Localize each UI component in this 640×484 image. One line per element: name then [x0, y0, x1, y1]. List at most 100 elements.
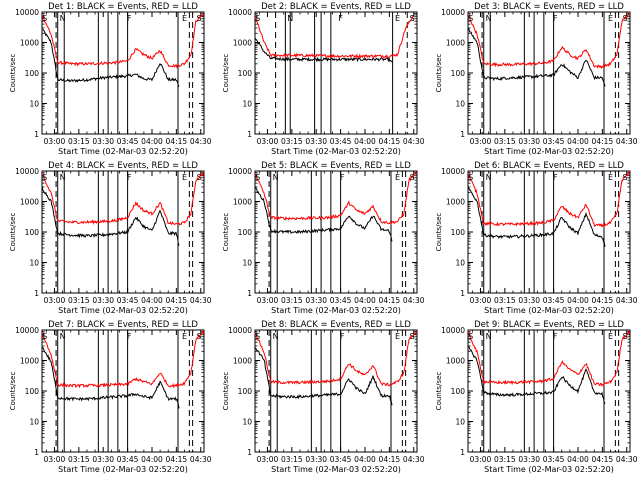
marker-label: S [468, 332, 473, 341]
panel-title: Det 8: BLACK = Events, RED = LLD [261, 320, 411, 330]
plot-frame [467, 329, 631, 453]
y-axis-label: Counts/sec [9, 372, 17, 411]
lld-series-line [468, 171, 630, 228]
x-tick-label: 03:15 [68, 296, 90, 305]
panel-det-5: Det 5: BLACK = Events, RED = LLD 1 10 100 10… [222, 161, 425, 315]
panel-title: Det 9: BLACK = Events, RED = LLD [474, 320, 624, 330]
marker-label: S [255, 332, 260, 341]
plot-area [42, 330, 204, 452]
y-tick-label: 1000 [446, 39, 465, 48]
x-tick-label: 04:00 [567, 296, 589, 305]
lld-series-line [468, 330, 630, 387]
panel-title: Det 2: BLACK = Events, RED = LLD [261, 2, 411, 12]
marker-label: N [287, 14, 293, 23]
x-axis-label: Start Time (02-Mar-03 02:52:20) [484, 306, 614, 315]
y-tick-label: 10000 [441, 8, 465, 17]
y-tick-label: 1 [34, 448, 39, 457]
y-axis-label: Counts/sec [222, 213, 230, 252]
plot-area [255, 12, 414, 134]
x-tick-label: 04:30 [616, 137, 638, 146]
marker-label: S [197, 332, 202, 341]
y-tick-label: 10 [455, 100, 465, 109]
lld-series-line [468, 12, 630, 70]
y-tick-label: 10000 [441, 167, 465, 176]
y-tick-label: 1 [34, 289, 39, 298]
y-tick-label: 100 [25, 69, 40, 78]
lld-series-line [42, 171, 204, 226]
plot-area [468, 12, 630, 134]
y-tick-label: 100 [238, 69, 253, 78]
y-tick-label: 100 [25, 228, 40, 237]
x-tick-label: 03:00 [470, 137, 492, 146]
x-tick-label: 03:15 [68, 455, 90, 464]
events-series-line [255, 344, 393, 406]
panel-title: Det 3: BLACK = Events, RED = LLD [474, 2, 624, 12]
y-tick-label: 10 [29, 418, 39, 427]
x-tick-label: 04:15 [592, 296, 614, 305]
y-tick-label: 1 [460, 289, 465, 298]
lld-series-line [42, 330, 204, 389]
y-tick-label: 1000 [20, 39, 39, 48]
marker-label: N [60, 332, 66, 341]
x-tick-label: 04:30 [616, 296, 638, 305]
y-tick-label: 10000 [228, 8, 252, 17]
events-series-line [42, 346, 180, 409]
x-axis-label: Start Time (02-Mar-03 02:52:20) [271, 465, 401, 474]
x-tick-label: 03:45 [117, 455, 139, 464]
y-axis-label: Counts/sec [9, 54, 17, 93]
y-tick-label: 100 [451, 69, 466, 78]
marker-label: E [608, 332, 613, 341]
x-tick-label: 03:30 [305, 455, 327, 464]
panel-title: Det 1: BLACK = Events, RED = LLD [48, 2, 198, 12]
y-tick-label: 10 [29, 100, 39, 109]
plot-frame [467, 170, 631, 294]
x-tick-label: 03:45 [543, 137, 565, 146]
marker-label: S [255, 14, 260, 23]
y-tick-label: 1000 [446, 357, 465, 366]
marker-label: F [553, 173, 558, 182]
x-tick-label: 04:30 [616, 455, 638, 464]
marker-label: F [127, 14, 132, 23]
x-tick-label: 03:30 [92, 296, 114, 305]
plot-frame [41, 11, 205, 135]
x-tick-label: 03:45 [543, 455, 565, 464]
y-tick-label: 100 [451, 228, 466, 237]
marker-label: S [623, 173, 628, 182]
x-tick-label: 03:30 [92, 455, 114, 464]
y-axis-label: Counts/sec [435, 54, 443, 93]
marker-label: E [608, 173, 613, 182]
y-tick-label: 10 [455, 259, 465, 268]
y-tick-label: 100 [25, 387, 40, 396]
x-axis-label: Start Time (02-Mar-03 02:52:20) [58, 465, 188, 474]
y-tick-label: 10 [242, 259, 252, 268]
y-axis-label: Counts/sec [222, 54, 230, 93]
x-tick-label: 04:00 [141, 137, 163, 146]
plot-area [468, 330, 630, 452]
x-tick-label: 04:00 [141, 296, 163, 305]
plot-area [42, 12, 204, 134]
panel-det-2: Det 2: BLACK = Events, RED = LLD 1 10 100 10… [222, 2, 425, 156]
y-tick-label: 10000 [228, 326, 252, 335]
y-tick-label: 1000 [233, 39, 252, 48]
x-tick-label: 04:15 [379, 137, 401, 146]
panel-title: Det 4: BLACK = Events, RED = LLD [48, 161, 198, 171]
y-tick-label: 10000 [15, 8, 39, 17]
x-tick-label: 03:00 [44, 455, 66, 464]
y-tick-label: 10000 [15, 326, 39, 335]
x-tick-label: 04:15 [592, 455, 614, 464]
x-tick-label: 04:00 [567, 137, 589, 146]
plot-frame [41, 329, 205, 453]
marker-label: N [486, 173, 492, 182]
marker-label: S [42, 173, 47, 182]
marker-label: E [182, 14, 187, 23]
y-tick-label: 1000 [20, 357, 39, 366]
plot-area [255, 330, 417, 452]
panel-title: Det 5: BLACK = Events, RED = LLD [261, 161, 411, 171]
marker-label: E [182, 173, 187, 182]
marker-label: E [395, 14, 400, 23]
y-tick-label: 100 [238, 387, 253, 396]
plot-area [468, 171, 630, 293]
y-axis-label: Counts/sec [435, 213, 443, 252]
x-tick-label: 03:45 [543, 296, 565, 305]
